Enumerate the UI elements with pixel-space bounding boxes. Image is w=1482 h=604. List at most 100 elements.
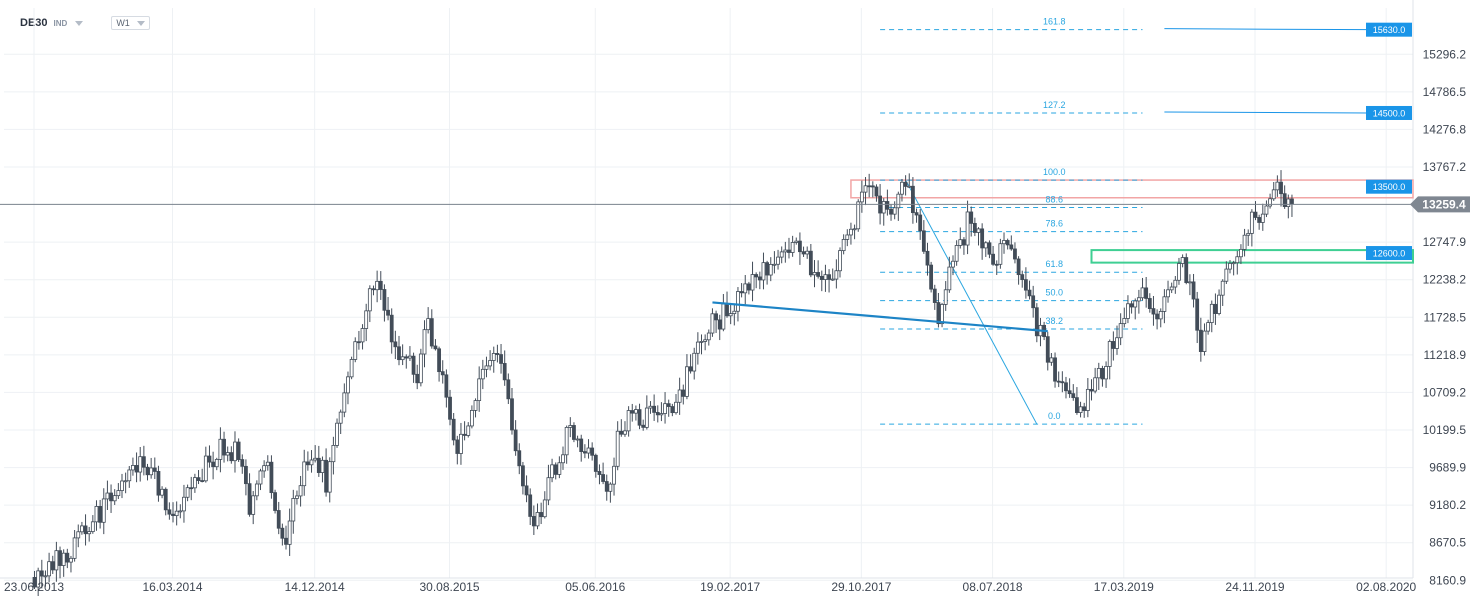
price-level-label: 15630.0 <box>1373 25 1406 35</box>
candle-body <box>688 366 693 372</box>
candle-body <box>473 400 478 411</box>
candle-body <box>480 368 485 380</box>
candle-body <box>663 403 667 414</box>
candle-body <box>1268 198 1272 207</box>
candle-body <box>998 243 1003 265</box>
symbol-dropdown-icon[interactable] <box>75 21 84 26</box>
candle-body <box>958 239 963 246</box>
candle-body <box>1020 274 1025 281</box>
price-tick-label: 13767.2 <box>1423 160 1467 174</box>
price-axis[interactable]: 15296.2 14786.5 14276.8 13767.2 12747.9 12238… <box>1423 47 1467 587</box>
candle-body <box>743 283 748 294</box>
candle-body <box>830 278 835 281</box>
candle-body <box>244 465 248 485</box>
candle-body <box>1082 406 1087 411</box>
time-tick-label: 05.06.2016 <box>565 580 625 594</box>
candle-body <box>827 274 831 280</box>
candle-body <box>411 355 416 375</box>
candle-body <box>1195 298 1200 331</box>
price-level-box[interactable] <box>1366 22 1412 37</box>
candle-body <box>349 359 354 378</box>
candle-body <box>459 433 463 454</box>
candle-body <box>382 289 387 311</box>
current-price-tag[interactable] <box>1410 196 1470 213</box>
candle-body <box>714 313 718 321</box>
candle-body <box>1206 322 1211 332</box>
candle-body <box>353 341 358 360</box>
candle-body <box>211 461 216 468</box>
candle-body <box>408 355 412 359</box>
candle-body <box>437 348 441 373</box>
price-level-line[interactable] <box>1164 28 1371 31</box>
candle-body <box>466 425 471 436</box>
candle-body <box>1002 240 1006 245</box>
candle-body <box>400 356 405 361</box>
candle-body <box>652 405 657 413</box>
price-level-box[interactable] <box>1366 179 1412 194</box>
candle-body <box>182 496 186 512</box>
candle-body <box>699 341 704 343</box>
price-tick-label: 14786.5 <box>1423 85 1467 99</box>
candle-body <box>207 455 212 463</box>
candle-body <box>889 208 893 215</box>
fib-swing-line[interactable] <box>905 179 1038 425</box>
fib-level-label: 50.0 <box>1046 288 1064 298</box>
candle-body <box>1089 388 1094 392</box>
candle-body <box>1246 233 1251 236</box>
candle-body <box>335 422 339 446</box>
price-tick-label: 9180.2 <box>1429 498 1466 512</box>
candle-body <box>69 557 73 563</box>
candle-body <box>448 396 452 420</box>
candle-body <box>1158 311 1163 320</box>
candle-body <box>440 371 445 376</box>
candle-body <box>229 452 234 462</box>
candle-body <box>1107 341 1112 367</box>
timeframe-selector[interactable]: W1 <box>111 16 150 30</box>
candle-body <box>983 242 988 249</box>
candle-body <box>987 242 992 255</box>
fib-level-label: 61.8 <box>1046 259 1064 269</box>
candle-body <box>510 398 514 431</box>
candle-body <box>404 356 409 359</box>
candle-body <box>634 409 638 414</box>
candle-body <box>1173 279 1178 288</box>
candle-body <box>783 249 788 253</box>
current-price-label: 13259.4 <box>1422 197 1466 211</box>
candle-body <box>561 454 565 464</box>
fibonacci-retracement[interactable]: 161.8 127.2 100.0 88.6 78.6 61.8 50.0 38.2 0.0 <box>880 17 1143 425</box>
candle-body <box>1129 303 1134 308</box>
candle-body <box>991 253 995 265</box>
price-level-line[interactable] <box>1164 111 1371 114</box>
time-tick-label: 29.10.2017 <box>831 580 891 594</box>
time-axis[interactable]: 23.06.2013 16.03.2014 14.12.2014 30.08.2015… <box>4 580 1417 594</box>
trend-drawings[interactable] <box>712 301 1048 333</box>
candle-body <box>623 430 627 435</box>
candle-body <box>1013 248 1017 260</box>
candle-body <box>863 185 868 193</box>
candle-body <box>550 464 554 479</box>
candle-body <box>1133 300 1138 308</box>
price-level-box[interactable] <box>1366 246 1412 261</box>
support-zone[interactable] <box>1090 249 1415 264</box>
candle-body <box>535 512 540 527</box>
price-level-lines[interactable]: 13259.4 15630.0 14500.0 13500.0 12600.0 <box>0 22 1470 261</box>
price-level-box[interactable] <box>1366 105 1412 120</box>
candle-body <box>557 462 562 475</box>
candle-body <box>867 185 872 188</box>
candle-body <box>1096 368 1101 379</box>
candle-body <box>426 318 431 331</box>
resistance-zone[interactable] <box>850 179 1414 199</box>
candle-body <box>433 345 438 350</box>
candle-body <box>309 459 314 466</box>
candle-body <box>648 405 653 409</box>
candle-body <box>582 451 587 454</box>
candle-body <box>1242 234 1247 250</box>
candle-body <box>787 249 791 253</box>
candle-body <box>1275 181 1280 191</box>
candle-body <box>586 447 591 454</box>
trendline[interactable] <box>712 301 1048 333</box>
candle-body <box>619 430 624 435</box>
candle-body <box>254 483 259 497</box>
candle-body <box>521 465 525 487</box>
